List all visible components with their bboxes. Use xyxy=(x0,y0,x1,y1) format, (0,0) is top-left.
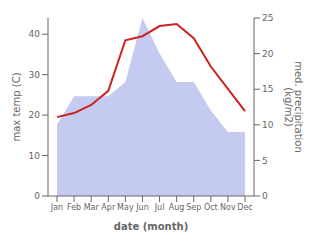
svg-text:Sep: Sep xyxy=(186,203,201,212)
svg-text:Aug: Aug xyxy=(169,203,185,212)
svg-text:max temp (C): max temp (C) xyxy=(11,72,22,141)
svg-text:5: 5 xyxy=(262,156,268,166)
svg-text:med. precipitation(kg/m2): med. precipitation(kg/m2) xyxy=(284,61,305,153)
svg-text:Jun: Jun xyxy=(135,203,149,212)
svg-text:10: 10 xyxy=(262,120,274,130)
svg-text:Apr: Apr xyxy=(101,203,116,212)
svg-text:Oct: Oct xyxy=(204,203,218,212)
svg-text:0: 0 xyxy=(262,191,268,201)
svg-text:date (month): date (month) xyxy=(114,221,188,232)
svg-text:Nov: Nov xyxy=(220,203,236,212)
svg-text:25: 25 xyxy=(262,13,273,23)
svg-text:10: 10 xyxy=(29,151,41,161)
svg-text:Feb: Feb xyxy=(67,203,81,212)
svg-text:20: 20 xyxy=(262,49,274,59)
svg-text:15: 15 xyxy=(262,84,273,94)
svg-text:40: 40 xyxy=(29,29,41,39)
svg-text:30: 30 xyxy=(29,70,41,80)
svg-text:Dec: Dec xyxy=(237,203,252,212)
svg-text:0: 0 xyxy=(34,191,40,201)
svg-text:Jul: Jul xyxy=(154,203,165,212)
svg-text:20: 20 xyxy=(29,110,41,120)
svg-text:Mar: Mar xyxy=(84,203,100,212)
svg-text:May: May xyxy=(117,203,134,212)
svg-text:Jan: Jan xyxy=(50,203,63,212)
